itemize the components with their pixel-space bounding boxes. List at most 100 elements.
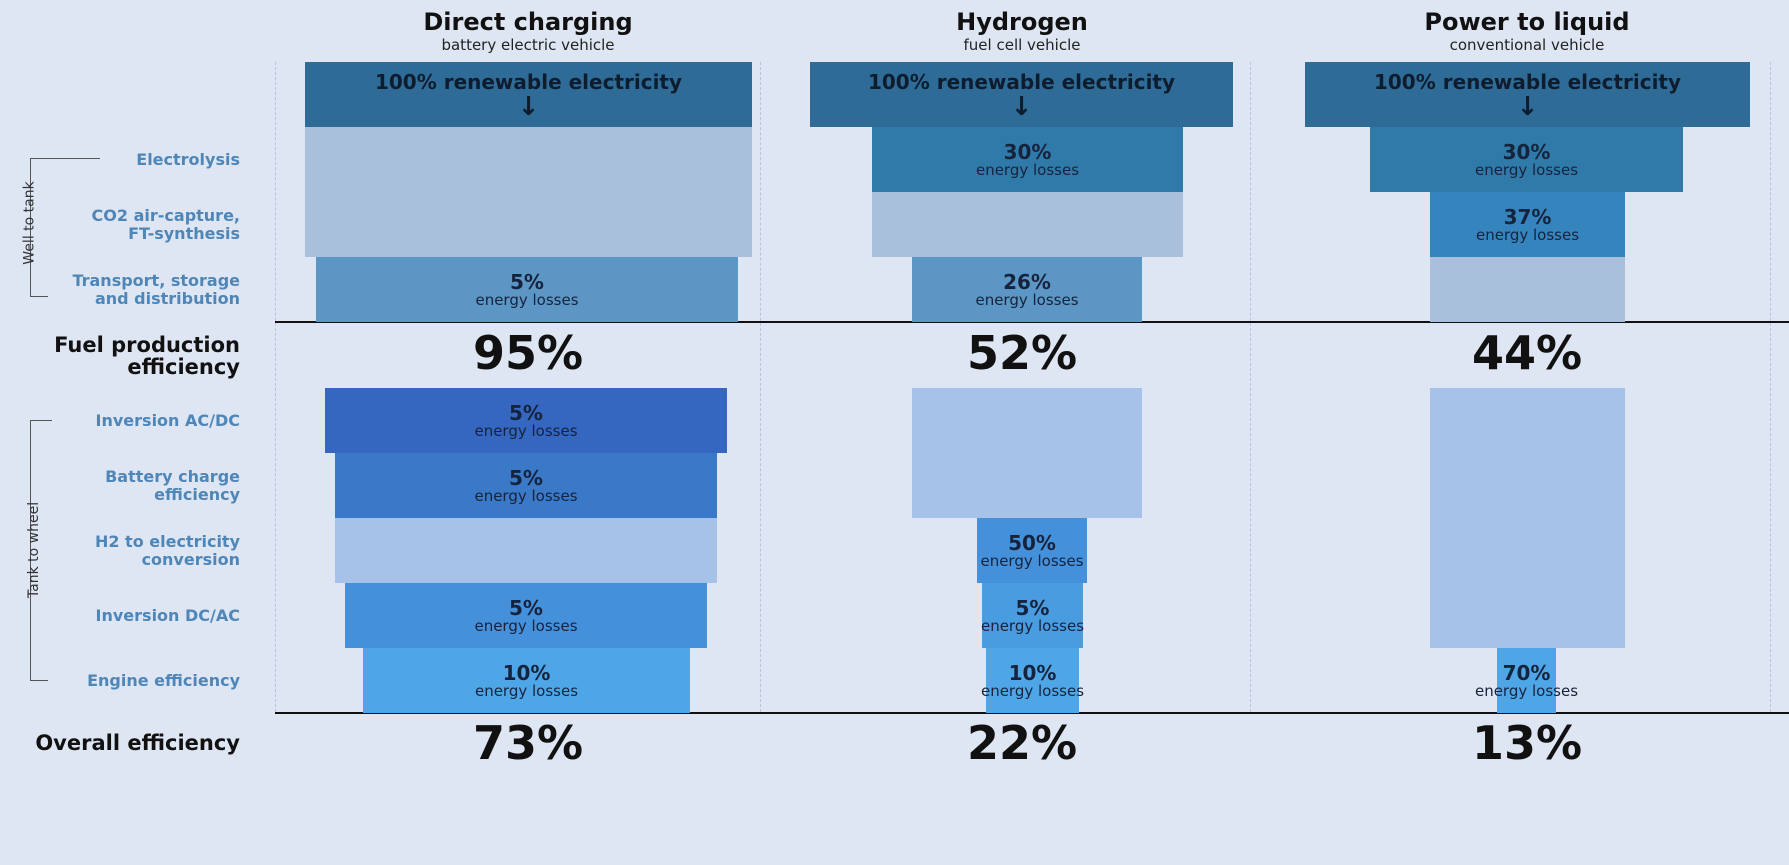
loss-label: energy losses: [980, 681, 1085, 700]
overall-efficiency: 22%: [966, 716, 1078, 770]
column-subtitle: conventional vehicle: [1449, 36, 1605, 54]
loss-value: 70%: [1502, 660, 1551, 685]
column-title: Power to liquid: [1424, 8, 1630, 36]
stage-bar: 10% energy losses: [981, 648, 1084, 713]
stage-bar: [305, 127, 752, 192]
stage-bar: 30% energy losses: [872, 127, 1183, 192]
guide-line: [1250, 62, 1251, 712]
label-line: efficiency: [127, 355, 240, 379]
stage-bar: [335, 518, 717, 583]
stage-bar: 26% energy losses: [912, 257, 1142, 322]
stage-bar: [872, 192, 1183, 257]
stage-bar: 5% energy losses: [335, 453, 717, 518]
loss-value: 5%: [510, 269, 544, 294]
bracket-tick: [30, 420, 52, 421]
loss-value: 50%: [1008, 530, 1056, 555]
stage-label-line: Engine efficiency: [87, 670, 240, 690]
stage-label-line: H2 to electricity: [94, 531, 240, 551]
loss-label: energy losses: [980, 616, 1085, 635]
stage-bar: 10% energy losses: [363, 648, 690, 713]
loss-value: 5%: [509, 400, 543, 425]
source-bar: 100% renewable electricity ↓: [305, 62, 752, 127]
arrow-icon: ↓: [517, 91, 540, 122]
fuel-efficiency: 95%: [472, 326, 584, 380]
stage-bar: [1430, 518, 1625, 583]
bracket-tick: [30, 296, 48, 297]
stage-label-line: Inversion AC/DC: [95, 410, 240, 430]
arrow-icon: ↓: [1010, 91, 1033, 122]
stage-label: Transport, storage and distribution: [0, 270, 240, 308]
loss-value: 10%: [502, 660, 551, 685]
overall-label: Overall efficiency: [35, 731, 240, 755]
stage-label: H2 to electricity conversion: [0, 531, 240, 569]
stage-bar: [1430, 583, 1625, 648]
loss-label: energy losses: [474, 421, 578, 440]
stage-label-line: Battery charge: [105, 466, 240, 486]
column-subtitle: battery electric vehicle: [441, 36, 615, 54]
loss-label: energy losses: [980, 551, 1084, 570]
stage-label: Electrolysis: [0, 150, 240, 169]
guide-line: [1770, 62, 1771, 712]
guide-line: [760, 62, 761, 712]
fuel-efficiency: 52%: [966, 326, 1078, 380]
stage-bar: [912, 388, 1142, 453]
bracket: [30, 158, 31, 296]
loss-label: energy losses: [474, 486, 578, 505]
stage-bar: [305, 192, 752, 257]
divider: [275, 321, 1789, 323]
loss-label: energy losses: [474, 616, 578, 635]
stage-label-line: conversion: [141, 549, 240, 569]
overall-efficiency: 73%: [472, 716, 584, 770]
bracket-tick: [30, 680, 48, 681]
arrow-icon: ↓: [1516, 91, 1539, 122]
loss-value: 26%: [1003, 269, 1051, 294]
stage-label-line: Inversion DC/AC: [95, 605, 240, 625]
source-bar: 100% renewable electricity ↓: [1305, 62, 1750, 127]
stage-label-line: Transport, storage: [72, 270, 240, 290]
side-label: Well to tank: [21, 181, 38, 265]
side-label: Tank to wheel: [26, 501, 43, 599]
stage-label: Engine efficiency: [0, 670, 240, 690]
stage-label: Inversion AC/DC: [0, 410, 240, 430]
label-line: Fuel production: [54, 333, 240, 357]
fuel-production-label: Fuel production efficiency: [0, 334, 240, 378]
loss-value: 5%: [1015, 595, 1050, 620]
loss-label: energy losses: [474, 681, 579, 700]
loss-value: 10%: [1008, 660, 1057, 685]
stage-label-line: efficiency: [154, 484, 240, 504]
source-label: 100% renewable electricity: [1373, 69, 1682, 94]
bracket: [30, 420, 31, 680]
loss-value: 30%: [1003, 139, 1052, 164]
loss-value: 5%: [509, 595, 543, 620]
loss-label: energy losses: [975, 160, 1080, 179]
loss-label: energy losses: [1475, 225, 1580, 244]
column-subtitle: fuel cell vehicle: [963, 36, 1081, 54]
stage-bar: [1430, 257, 1625, 322]
stage-label: Inversion DC/AC: [0, 605, 240, 625]
stage-bar: [1430, 388, 1625, 453]
column-title: Hydrogen: [956, 8, 1088, 36]
source-label: 100% renewable electricity: [867, 69, 1176, 94]
stage-bar: 5% energy losses: [316, 257, 738, 322]
stage-bar: 5% energy losses: [345, 583, 707, 648]
loss-value: 37%: [1503, 204, 1552, 229]
loss-label: energy losses: [1474, 681, 1579, 700]
stage-bar: 70% energy losses: [1475, 648, 1578, 713]
source-label: 100% renewable electricity: [374, 69, 683, 94]
loss-value: 30%: [1502, 139, 1551, 164]
stage-label-line: FT-synthesis: [128, 223, 240, 243]
divider: [275, 712, 1789, 714]
source-bar: 100% renewable electricity ↓: [810, 62, 1233, 127]
loss-value: 5%: [509, 465, 543, 490]
stage-label-line: and distribution: [94, 288, 240, 308]
loss-label: energy losses: [1474, 160, 1579, 179]
stage-bar: [912, 453, 1142, 518]
overall-efficiency: 13%: [1471, 716, 1583, 770]
stage-label-line: CO2 air-capture,: [91, 205, 240, 225]
loss-label: energy losses: [475, 290, 579, 309]
guide-line: [275, 62, 276, 712]
stage-bar: 37% energy losses: [1430, 192, 1625, 257]
stage-label: Battery charge efficiency: [0, 466, 240, 504]
fuel-efficiency: 44%: [1471, 326, 1583, 380]
